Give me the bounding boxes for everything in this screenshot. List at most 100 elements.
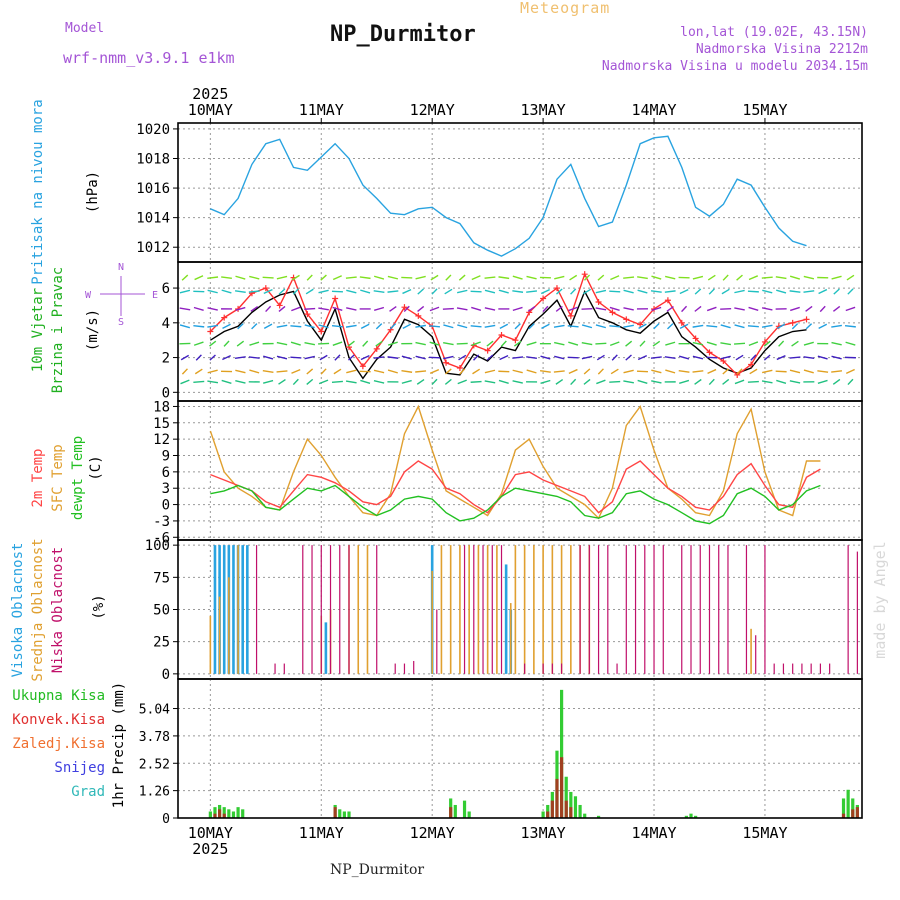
wind-arrow [360,354,370,361]
wind-arrow [304,324,315,329]
cloud-bar-cloud_mid [209,615,212,674]
cloud-bar-cloud_low [764,545,766,674]
wind-gust-point [318,328,325,335]
ytick-label-temp: -3 [153,514,170,530]
ytick-label-pressure: 1014 [136,211,170,227]
cloud-bar-cloud_mid [449,545,452,674]
wind-arrow [373,306,385,311]
ytick-label-temp: 12 [153,432,170,448]
day-label-top: 11MAY [299,101,344,119]
wind-arrow [179,324,191,329]
wind-arrow [345,380,357,384]
wind-arrow [763,354,771,361]
wind-arrow [692,355,704,360]
wind-arrow [484,369,496,374]
wind-arrow [180,379,190,385]
wind-arrow [457,289,468,294]
unit-pressure: (hPa) [85,171,101,213]
cloud-bar-cloud_low [588,545,590,674]
precip-bar-conv [222,813,226,818]
cloud-bar-cloud_mid [218,596,221,674]
wind-arrow [513,340,522,347]
wind-arrow [318,307,329,311]
wind-arrow [555,288,563,295]
wind-arrow [306,274,313,281]
compass-e: E [152,290,158,301]
cloud-bar-cloud_low [699,545,701,674]
wind-arrow [236,340,245,347]
cloud-bar-cloud_low [320,545,322,674]
series-temp-sfc [209,404,821,520]
precip-bar-total [453,804,457,818]
cloud-bar-cloud_mid [560,545,563,674]
wind-arrow [306,368,314,375]
precip-bar-total [236,807,240,818]
wind-arrow [292,288,299,295]
unit-cloud: (%) [91,594,107,619]
precip-bar-total [213,807,217,818]
cloud-bar-cloud_mid [440,545,443,674]
wind-arrow [747,290,759,293]
wind-gust-point [623,316,630,323]
wind-arrow [664,356,676,360]
wind-arrow [734,307,745,311]
wind-arrow [207,380,219,384]
wind-arrow [528,323,535,330]
wind-arrow [736,274,743,281]
cloud-bar-cloud_mid [237,545,239,674]
wind-arrow [749,368,758,375]
wind-gust-point [304,311,311,318]
wind-arrow [845,368,855,375]
wind-arrow [791,323,799,330]
wind-arrow [623,324,634,328]
wind-arrow [609,380,621,383]
wind-arrow [664,290,676,293]
wind-arrow [776,289,787,294]
wind-arrow [389,323,397,330]
wind-arrow [387,290,399,293]
panel-frame-pressure [177,122,863,263]
wind-arrow [736,368,743,375]
wind-arrow [706,306,717,312]
wind-arrow [387,341,398,346]
compass-cross [100,276,145,316]
wind-arrow [542,305,549,313]
day-label-bottom: 12MAY [410,824,455,842]
wind-arrow [484,307,496,311]
wind-gust-point [609,309,616,316]
precip-bar-total [583,813,587,818]
wind-arrow [805,305,813,312]
wind-arrow [181,274,189,281]
cloud-bar-cloud_low [718,545,720,674]
wind-arrow [456,342,468,345]
wind-arrow [665,341,676,346]
ytick-label-precip: 5.04 [139,703,170,718]
wind-arrow [235,306,246,311]
year-label-bottom: 2025 [192,840,228,858]
cloud-bar-cloud_low [681,545,683,674]
cloud-bar-cloud_low [348,545,350,674]
wind-arrow [387,369,398,374]
wind-arrow [554,275,565,280]
series-wind-wind_red [209,272,807,376]
cloud-bar-cloud_low [773,663,775,674]
wind-arrow [527,305,536,312]
precip-bar-total [569,791,573,818]
wind-arrow [223,340,230,347]
lonlat-info: lon,lat (19.02E, 43.15N) [680,25,868,40]
cloud-bar-cloud_mid [431,570,433,674]
wind-arrow [332,306,343,312]
wind-arrow [623,369,634,374]
wind-arrow [387,356,399,359]
wind-arrow [194,275,204,281]
precip-bar-conv [449,807,453,818]
wind-gust-point [498,331,505,338]
wind-arrow [402,289,412,295]
wind-arrow [429,368,440,374]
wind-gust-point [262,285,269,292]
precip-legend-4: Grad [71,784,105,800]
wind-arrow [692,275,704,280]
wind-arrow [805,323,813,330]
wind-arrow [776,323,786,330]
wind-arrow [748,341,759,347]
